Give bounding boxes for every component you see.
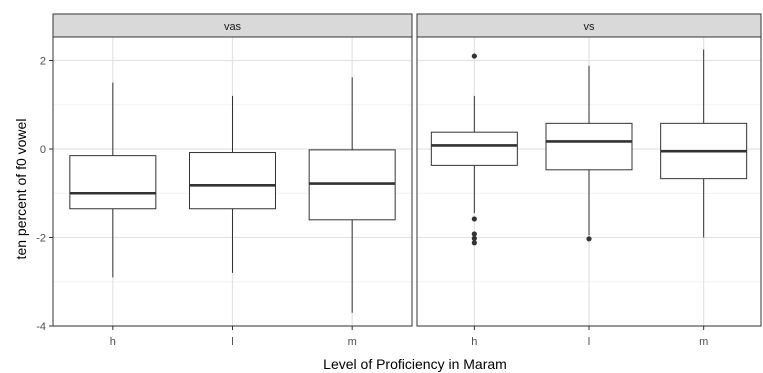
y-tick-label: -4 — [36, 321, 46, 333]
facet-panel-vs: vs — [416, 13, 762, 327]
box-vas-m — [308, 77, 396, 313]
outlier-point — [471, 235, 477, 241]
y-axis: -4 -2 0 2 — [36, 56, 53, 333]
outlier-point — [471, 53, 477, 59]
outlier-point — [471, 240, 477, 246]
outlier-point — [471, 216, 477, 222]
x-tick-label: l — [588, 336, 590, 348]
y-tick-label: 2 — [40, 56, 46, 68]
outlier-point — [586, 236, 592, 242]
x-tick-label: h — [110, 336, 116, 348]
x-tick-label: m — [348, 336, 357, 348]
x-axis-title: Level of Proficiency in Maram — [323, 356, 507, 372]
box-iqr — [430, 131, 518, 166]
box-vas-l — [189, 95, 276, 273]
box-vas-h — [69, 82, 157, 278]
box-iqr — [545, 122, 633, 171]
x-tick-label: m — [699, 336, 708, 348]
box-vs-h — [430, 53, 518, 246]
box-iqr — [69, 155, 157, 210]
x-tick-label: l — [231, 336, 233, 348]
y-tick-label: -2 — [36, 233, 46, 245]
box-vs-l — [545, 65, 633, 242]
facet-strip-label: vas — [224, 21, 242, 33]
facet-panel-vas: vas — [52, 13, 413, 327]
facet-panels: vas vs — [52, 13, 762, 327]
x-tick-label: h — [471, 336, 477, 348]
box-iqr — [189, 152, 276, 210]
outlier-point — [471, 231, 477, 237]
box-iqr — [308, 149, 396, 221]
box-vs-m — [660, 49, 748, 238]
facet-strip-label: vs — [584, 21, 596, 33]
y-axis-title: ten percent of f0 vowel — [13, 119, 29, 260]
y-tick-label: 0 — [40, 144, 46, 156]
